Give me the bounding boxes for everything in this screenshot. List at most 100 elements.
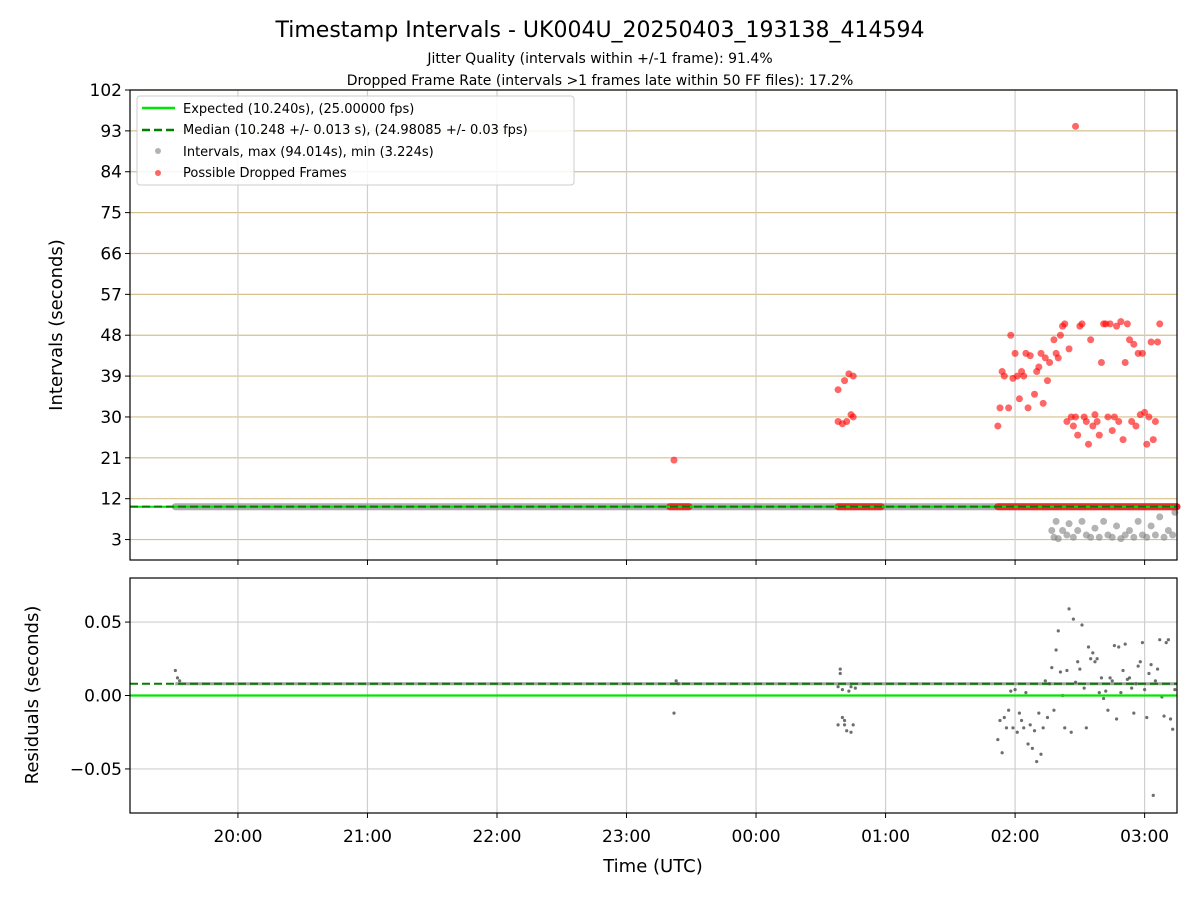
residual-point — [1140, 641, 1145, 645]
legend-expected-label: Expected (10.240s), (25.00000 fps) — [183, 102, 414, 117]
dropped-frame-point — [1128, 417, 1136, 425]
interval-point — [1059, 526, 1067, 534]
residual-point — [853, 686, 857, 690]
residual-point — [1039, 752, 1043, 756]
y-tick-label: 66 — [100, 244, 122, 264]
interval-point — [1151, 531, 1159, 539]
x-tick-label: 21:00 — [343, 827, 392, 847]
residual-point — [840, 715, 844, 720]
residual-point — [1043, 679, 1047, 683]
residuals-plot: 0.05 0.00 −0.05 20:00 21:00 22:00 23:00 00:00 01… — [70, 577, 1178, 847]
dropped-frame-point — [1117, 318, 1125, 326]
y-tick-label: 21 — [100, 449, 122, 469]
residual-point — [1093, 660, 1097, 664]
interval-point — [1069, 533, 1077, 541]
residual-point — [175, 676, 180, 680]
dropped-frame-point — [1020, 372, 1028, 380]
dropped-frame-point — [1039, 399, 1047, 407]
dropped-frame-point — [1126, 336, 1134, 344]
y-tick-label: 102 — [90, 81, 122, 101]
legend-intervals-swatch — [155, 148, 161, 154]
residual-point — [1173, 688, 1177, 692]
residual-point — [1091, 651, 1095, 655]
y-tick-label: 3 — [111, 531, 122, 551]
x-tick-label: 22:00 — [472, 827, 521, 847]
dropped-frame-point — [1087, 336, 1095, 344]
residual-point — [1063, 726, 1067, 730]
residual-point — [1086, 645, 1091, 649]
dropped-frame-point — [1091, 411, 1099, 419]
dropped-frame-point — [1005, 404, 1013, 412]
residual-point — [1052, 708, 1056, 712]
dropped-frame-point — [1121, 358, 1129, 366]
y-tick-label: 57 — [100, 285, 122, 305]
jitter-quality-subtitle: Jitter Quality (intervals within +/-1 fr… — [426, 51, 772, 67]
y-tick-label: 30 — [100, 408, 122, 428]
x-tick-label: 01:00 — [861, 827, 910, 847]
residual-point — [1149, 663, 1153, 667]
residual-point — [836, 723, 840, 727]
residual-point — [1114, 717, 1119, 721]
residual-point — [1162, 714, 1166, 718]
dropped-frame-point — [1113, 322, 1121, 330]
y-tick-label: 0.05 — [84, 613, 122, 633]
residual-point — [842, 718, 847, 723]
interval-point — [1087, 533, 1095, 541]
interval-point — [1160, 533, 1168, 541]
interval-point — [1113, 522, 1121, 530]
interval-point — [1130, 533, 1138, 541]
residual-point — [1035, 759, 1039, 764]
interval-point — [1126, 526, 1134, 534]
dropped-frame-point — [1015, 395, 1023, 403]
residual-point — [842, 723, 847, 727]
residual-point — [1130, 686, 1134, 690]
legend-dropped-swatch — [155, 170, 161, 176]
residual-point — [1123, 642, 1127, 646]
dropped-frame-point — [1141, 408, 1149, 416]
residual-point — [1071, 617, 1075, 621]
residual-point — [1022, 726, 1026, 730]
residual-point — [1134, 682, 1138, 686]
dropped-frame-point — [1123, 320, 1131, 328]
interval-point — [1147, 522, 1155, 530]
intervals-y-axis-label: Intervals (seconds) — [46, 239, 67, 411]
dropped-frame-point — [1046, 358, 1054, 366]
interval-point — [1054, 535, 1062, 543]
x-tick-label: 20:00 — [213, 827, 262, 847]
interval-point — [1156, 513, 1164, 521]
residual-point — [1117, 645, 1121, 649]
residual-point — [1095, 657, 1099, 661]
dropped-frame-point — [1065, 345, 1073, 353]
x-tick-label: 03:00 — [1120, 827, 1169, 847]
residual-point — [840, 688, 844, 692]
dropped-frame-point — [1011, 349, 1019, 357]
dropped-frame-point — [1104, 413, 1112, 421]
residual-point — [1007, 708, 1011, 712]
dropped-frame-point — [670, 456, 678, 464]
legend-box — [136, 95, 575, 186]
residual-point — [1065, 668, 1069, 673]
residual-point — [1119, 690, 1123, 695]
residual-point — [1050, 665, 1054, 670]
dropped-frame-point — [1138, 349, 1146, 357]
dropped-frame-point — [1084, 440, 1092, 448]
residual-point — [1019, 718, 1024, 723]
residual-point — [1037, 711, 1041, 715]
residual-point — [1013, 688, 1017, 692]
intervals-plot: 3 12 21 30 39 48 57 66 75 84 93 102 — [90, 81, 1181, 565]
residual-point — [1015, 730, 1019, 734]
residual-point — [1084, 726, 1088, 730]
residual-point — [845, 729, 849, 733]
dropped-frame-point — [1041, 354, 1049, 362]
dropped-frame-point — [1043, 377, 1051, 385]
dropped-frame-point — [1154, 338, 1162, 346]
residual-point — [173, 668, 177, 673]
residual-point — [1028, 723, 1032, 727]
residual-point — [1056, 629, 1060, 633]
residual-point — [672, 711, 676, 715]
dropped-frame-point — [1013, 372, 1021, 380]
residual-point — [1136, 664, 1140, 668]
dropped-frame-point — [1072, 122, 1080, 130]
residual-point — [1153, 679, 1158, 683]
y-tick-label: 48 — [100, 326, 122, 346]
